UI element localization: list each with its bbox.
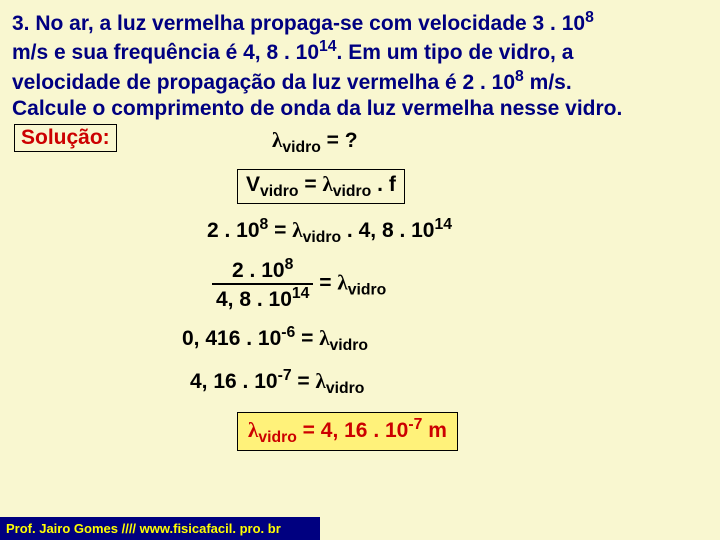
eq3-lambda: λ: [292, 218, 302, 242]
eq3-eq: =: [268, 219, 292, 242]
problem-line3-sup: 8: [515, 68, 524, 85]
answer-eq: = 4, 16 . 10: [297, 419, 409, 442]
eq6-sup: -7: [278, 367, 292, 384]
problem-line1-sup: 8: [585, 9, 594, 26]
equation-answer: λvidro = 4, 16 . 10-7 m: [237, 412, 708, 451]
fraction-num: 2 . 108: [212, 256, 313, 285]
den-a: 4, 8 . 10: [216, 288, 292, 311]
eq5-lambda: λ: [319, 326, 329, 350]
lambda-sub: vidro: [282, 139, 321, 156]
fraction: 2 . 108 4, 8 . 1014: [212, 256, 313, 312]
equation-step5: 0, 416 . 10-6 = λvidro: [182, 324, 708, 355]
answer-lsub: vidro: [258, 429, 297, 446]
problem-line1a: 3. No ar, a luz vermelha propaga-se com …: [12, 12, 585, 35]
eq3-lhs-sup: 8: [260, 216, 269, 233]
eq6-a: 4, 16 . 10: [190, 370, 278, 393]
equation-formula: Vvidro = λvidro . f: [237, 169, 708, 204]
eq5-eq: =: [295, 327, 319, 350]
answer-box: λvidro = 4, 16 . 10-7 m: [237, 412, 458, 451]
v-sub: vidro: [260, 183, 299, 200]
answer-sup: -7: [408, 416, 422, 433]
problem-line2b: . Em um tipo de vidro, a: [337, 41, 574, 64]
eq2-lsub: vidro: [333, 183, 372, 200]
solution-label: Solução:: [14, 124, 117, 152]
num-sup: 8: [285, 256, 294, 273]
answer-lambda: λ: [248, 418, 258, 442]
eq6-eq: =: [292, 370, 316, 393]
equation-substitution: 2 . 108 = λvidro . 4, 8 . 1014: [207, 216, 708, 247]
eq6-lsub: vidro: [326, 380, 365, 397]
eq3-rhs-a: . 4, 8 . 10: [341, 219, 434, 242]
eq3-rhs-sup: 14: [435, 216, 453, 233]
problem-statement: 3. No ar, a luz vermelha propaga-se com …: [12, 8, 708, 122]
eq4-eq: =: [313, 271, 337, 294]
eq5-sup: -6: [281, 324, 295, 341]
eq6-lambda: λ: [316, 369, 326, 393]
fraction-den: 4, 8 . 1014: [212, 285, 313, 312]
equation-unknown: λvidro = ?: [272, 128, 708, 157]
eq3-lsub: vidro: [303, 230, 342, 247]
den-sup: 14: [292, 285, 310, 302]
eq4-lsub: vidro: [348, 281, 387, 298]
footer-credit: Prof. Jairo Gomes //// www.fisicafacil. …: [0, 517, 320, 540]
equation-step6: 4, 16 . 10-7 = λvidro: [190, 367, 708, 398]
problem-line3b: m/s.: [524, 71, 572, 94]
problem-line2a: m/s e sua frequência é 4, 8 . 10: [12, 41, 319, 64]
v-symbol: V: [246, 173, 260, 196]
eq2-dotf: . f: [371, 173, 396, 196]
eq3-lhs-a: 2 . 10: [207, 219, 260, 242]
problem-line4: Calcule o comprimento de onda da luz ver…: [12, 97, 622, 120]
eq2-eq: =: [299, 173, 323, 196]
lambda-symbol: λ: [272, 128, 282, 152]
problem-line3a: velocidade de propagação da luz vermelha…: [12, 71, 515, 94]
formula-box: Vvidro = λvidro . f: [237, 169, 405, 204]
equation-fraction: 2 . 108 4, 8 . 1014 = λvidro: [212, 256, 708, 312]
eq5-a: 0, 416 . 10: [182, 327, 281, 350]
eq4-lambda: λ: [337, 270, 347, 294]
eq2-lambda: λ: [322, 172, 332, 196]
eq5-lsub: vidro: [330, 337, 369, 354]
eq1-tail: = ?: [321, 129, 358, 152]
num-a: 2 . 10: [232, 259, 285, 282]
answer-unit: m: [422, 419, 447, 442]
problem-line2-sup: 14: [319, 38, 337, 55]
